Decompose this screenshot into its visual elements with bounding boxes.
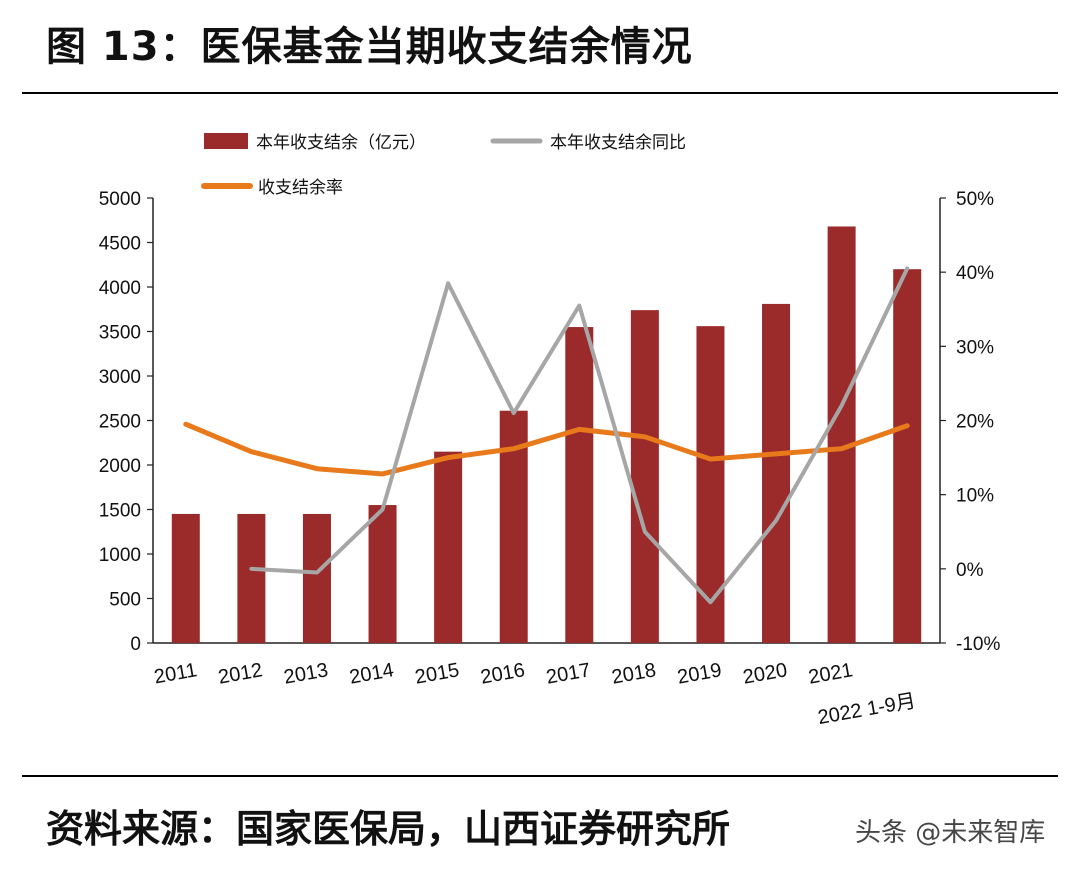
category-label: 2017 [545,659,593,688]
left-tick-label: 0 [130,634,141,655]
legend-label-rate: 收支结余率 [258,178,343,198]
legend-label-yoy: 本年收支结余同比 [550,133,686,153]
watermark: 头条 @未来智库 [855,818,1046,848]
chart-legend: 本年收支结余（亿元） 本年收支结余同比 收支结余率 [201,133,686,198]
line-series [183,266,910,605]
bar-2019 [696,326,725,643]
source-note: 资料来源：国家医保局，山西证券研究所 [46,807,731,851]
right-tick-label: 50% [956,189,994,210]
category-label: 2013 [282,659,330,688]
right-tick-label: 30% [956,337,994,358]
bar-2012 [237,513,266,643]
left-tick-label: 5000 [99,189,141,210]
bar-2011 [171,513,200,643]
category-label: 2011 [152,659,198,688]
bar-2021 [827,226,856,644]
left-tick-label: 3000 [99,367,141,388]
left-tick-label: 1000 [99,545,141,566]
right-tick-label: -10% [956,634,1000,655]
bottom-divider [22,775,1058,777]
bar-2017 [565,327,594,643]
right-tick-label: 20% [956,412,994,433]
bar-2018 [630,310,659,643]
category-label: 2020 [741,659,789,688]
bar-2013 [302,513,331,643]
left-tick-label: 500 [109,590,141,611]
rate-line [183,421,910,477]
combo-chart: 本年收支结余（亿元） 本年收支结余同比 收支结余率 0 500 1000 1500 20… [99,133,1001,729]
category-label: 2019 [676,659,724,688]
right-tick-label: 10% [956,486,994,507]
category-label: 2016 [479,659,527,688]
category-label: 2012 [217,659,265,688]
category-label: 2021 [807,659,855,688]
category-label: 2018 [610,659,658,688]
category-label: 2014 [348,659,396,688]
bar-2022-1-9月 [893,269,922,643]
left-tick-label: 4000 [99,278,141,299]
bar-2015 [434,451,463,643]
right-tick-label: 40% [956,263,994,284]
figure-title: 图 13：医保基金当期收支结余情况 [46,24,693,70]
left-tick-label: 2500 [99,412,141,433]
left-tick-label: 3500 [99,323,141,344]
legend-swatch-bar [204,133,248,149]
chart-axes: 0 500 1000 1500 2000 2500 3000 3500 4000 4500 5000… [99,189,1001,655]
left-tick-label: 4500 [99,234,141,255]
category-label: 2015 [413,659,461,688]
bar-2020 [762,303,791,643]
category-label: 2022 1-9月 [816,690,917,729]
bar-series [171,226,922,644]
category-labels: 2011 2012 2013 2014 2015 2016 2017 2018 2019 2020… [152,659,917,729]
legend-label-bar: 本年收支结余（亿元） [256,133,426,153]
left-tick-label: 2000 [99,456,141,477]
top-divider [22,92,1058,94]
right-tick-label: 0% [956,560,984,581]
bar-2014 [368,505,397,643]
left-tick-label: 1500 [99,501,141,522]
yoy-line [249,266,910,605]
